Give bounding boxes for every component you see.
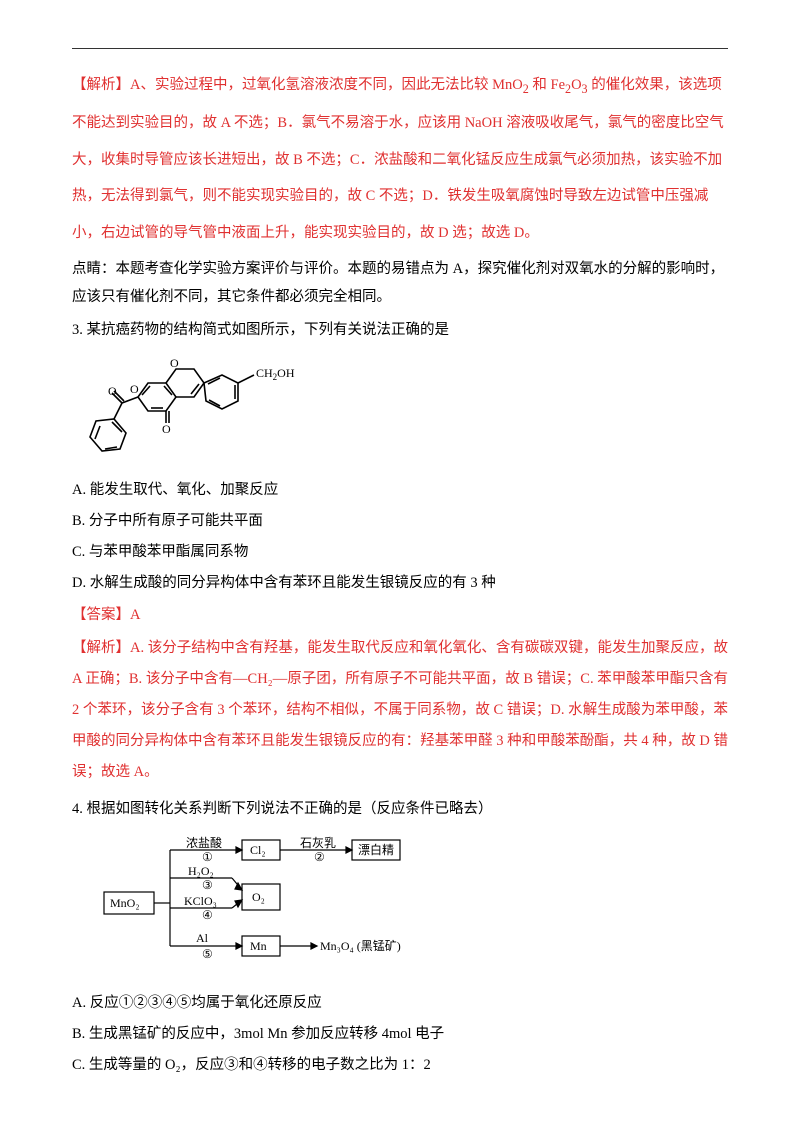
flow-lime: 石灰乳: [300, 836, 336, 850]
flow-kclo3: KClO₃: [184, 894, 217, 908]
q4-opt-b: B. 生成黑锰矿的反应中，3mol Mn 参加反应转移 4mol 电子: [72, 1020, 728, 1049]
flow-al: Al: [196, 931, 209, 945]
flow-bleach: 漂白精: [358, 842, 394, 857]
q3-opt-d: D. 水解生成酸的同分异构体中含有苯环且能发生银镜反应的有 3 种: [72, 569, 728, 598]
svg-text:CH2OH: CH2OH: [256, 366, 295, 382]
q3-explanation: 【解析】A. 该分子结构中含有羟基，能发生取代反应和氧化氧化、含有碳碳双键，能发…: [72, 633, 728, 789]
flow-n4: ④: [202, 908, 213, 922]
q4-opt-a: A. 反应①②③④⑤均属于氧化还原反应: [72, 989, 728, 1018]
flow-figure: MnO₂ 浓盐酸 ① Cl₂ 石灰乳 ② 漂白精 H₂O₂ ③ O₂ KClO₃…: [102, 834, 728, 979]
flow-mn: Mn: [250, 939, 267, 953]
q3-opt-c: C. 与苯甲酸苯甲酯属同系物: [72, 538, 728, 567]
molecule-svg: O O O O CH2OH: [72, 353, 307, 463]
analysis-1b: 不能达到实验目的，故 A 不选；B．氯气不易溶于水，应该用 NaOH 溶液吸收尾…: [72, 106, 728, 141]
svg-text:O: O: [130, 382, 139, 396]
q4-stem: 4. 根据如图转化关系判断下列说法不正确的是（反应条件已略去）: [72, 795, 728, 824]
flow-mno2: MnO₂: [110, 896, 140, 910]
expl-body: A. 该分子结构中含有羟基，能发生取代反应和氧化氧化、含有碳碳双键，能发生加聚反…: [72, 640, 728, 781]
a1-t3: O: [571, 77, 581, 93]
answer-label: 【答案】: [72, 607, 130, 623]
flow-mn3o4: Mn₃O₄ (黑锰矿): [320, 938, 401, 953]
molecule-figure: O O O O CH2OH: [72, 353, 728, 468]
page-content: 【解析】A、实验过程中，过氧化氢溶液浓度不同，因此无法比较 MnO2 和 Fe2…: [0, 0, 800, 1120]
flow-n1: ①: [202, 850, 213, 864]
flow-o2: O₂: [252, 890, 265, 904]
a1-t2: 和 Fe: [529, 77, 565, 93]
analysis-1d: 热，无法得到氯气，则不能实现实验目的，故 C 不选；D．铁发生吸氧腐蚀时导致左边…: [72, 179, 728, 214]
flow-cl2: Cl₂: [250, 843, 266, 857]
ch2oh-ch: CH: [256, 366, 273, 380]
note-1: 点睛：本题考查化学实验方案评价与评价。本题的易错点为 A，探究催化剂对双氧水的分…: [72, 255, 728, 312]
svg-text:O: O: [170, 356, 179, 370]
flow-n2: ②: [314, 850, 325, 864]
q4-opt-c: C. 生成等量的 O₂，反应③和④转移的电子数之比为 1：2: [72, 1051, 728, 1080]
expl-label: 【解析】: [72, 640, 130, 656]
ch2oh-oh: OH: [277, 366, 295, 380]
flow-svg: MnO₂ 浓盐酸 ① Cl₂ 石灰乳 ② 漂白精 H₂O₂ ③ O₂ KClO₃…: [102, 834, 437, 974]
top-rule: [72, 48, 728, 49]
flow-hcl: 浓盐酸: [186, 835, 222, 850]
answer-val: A: [130, 607, 140, 623]
q3-opt-a: A. 能发生取代、氧化、加聚反应: [72, 476, 728, 505]
svg-text:O: O: [162, 422, 171, 436]
flow-h2o2: H₂O₂: [188, 864, 214, 878]
a1-t1: A、实验过程中，过氧化氢溶液浓度不同，因此无法比较 MnO: [130, 77, 523, 93]
analysis-label: 【解析】: [72, 77, 130, 93]
a1-t4: 的催化效果，该选项: [588, 77, 722, 93]
flow-n3: ③: [202, 878, 213, 892]
q3-stem: 3. 某抗癌药物的结构简式如图所示，下列有关说法正确的是: [72, 316, 728, 345]
analysis-1: 【解析】A、实验过程中，过氧化氢溶液浓度不同，因此无法比较 MnO2 和 Fe2…: [72, 68, 728, 104]
q3-opt-b: B. 分子中所有原子可能共平面: [72, 507, 728, 536]
analysis-1e: 小，右边试管的导气管中液面上升，能实现实验目的，故 D 选；故选 D。: [72, 216, 728, 251]
svg-text:O: O: [108, 384, 117, 398]
q3-answer: 【答案】A: [72, 600, 728, 631]
flow-n5: ⑤: [202, 947, 213, 961]
analysis-1c: 大，收集时导管应该长进短出，故 B 不选；C．浓盐酸和二氧化锰反应生成氯气必须加…: [72, 143, 728, 178]
